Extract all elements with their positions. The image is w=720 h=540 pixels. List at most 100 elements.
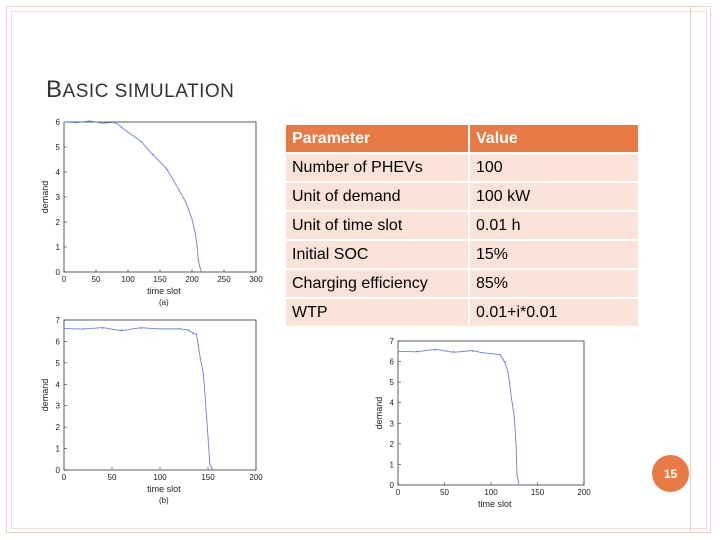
x-tick-label: 150: [531, 488, 545, 497]
slide-title-rest: ASIC SIMULATION: [62, 81, 235, 102]
x-tick-label: 100: [153, 473, 167, 482]
param-value: 100 kW: [470, 183, 638, 210]
param-value: 0.01 h: [470, 212, 638, 239]
data-point: [178, 327, 180, 330]
data-point: [471, 350, 473, 352]
table-header-row: Parameter Value: [286, 125, 638, 152]
data-point: [121, 329, 123, 331]
data-point: [481, 351, 483, 353]
slide-border-outer: [6, 6, 711, 533]
demand-series-line: [63, 327, 214, 471]
data-point: [504, 360, 506, 363]
data-point: [453, 350, 455, 352]
x-tick-label: 0: [62, 275, 67, 284]
data-point: [140, 141, 142, 143]
data-point: [89, 121, 91, 123]
y-tick-label: 4: [390, 399, 395, 408]
param-name: WTP: [286, 299, 470, 326]
data-point: [434, 349, 436, 351]
y-tick-label: 3: [56, 193, 61, 202]
data-point: [212, 469, 214, 471]
data-point: [114, 122, 116, 124]
data-point: [159, 327, 161, 330]
param-value: 0.01+i*0.01: [470, 299, 638, 326]
x-tick-label: 250: [217, 275, 231, 284]
data-point: [127, 131, 129, 133]
data-point: [101, 121, 103, 123]
table-row: WTP 0.01+i*0.01: [286, 299, 638, 326]
y-tick-label: 1: [56, 445, 61, 454]
data-point: [513, 416, 515, 418]
data-point: [178, 188, 180, 191]
data-point: [510, 398, 513, 400]
param-name: Unit of demand: [286, 183, 470, 210]
x-tick-label: 200: [249, 473, 263, 482]
data-point: [202, 372, 204, 375]
y-axis-label: demand: [374, 397, 384, 430]
x-tick-label: 0: [62, 473, 67, 482]
y-tick-label: 5: [56, 143, 61, 152]
demand-plot-c: 0 50 100 150 200 0 1 2 3 4 5 6 7 time slot demand: [374, 337, 591, 509]
data-point: [185, 201, 187, 203]
data-point: [191, 218, 193, 221]
x-axis-label: time slot: [147, 484, 181, 494]
y-tick-label: 1: [56, 243, 61, 252]
data-point: [197, 345, 199, 347]
data-point: [199, 266, 201, 268]
param-name: Initial SOC: [286, 241, 470, 268]
plot-frame: [63, 121, 257, 273]
data-point: [82, 327, 84, 330]
data-point: [101, 327, 103, 330]
y-tick-label: 7: [56, 316, 61, 325]
table-row: Charging efficiency 85%: [286, 270, 638, 297]
y-tick-label: 5: [56, 359, 61, 368]
slide-border-inner: [11, 11, 707, 529]
demand-plot-a: 0 50 100 150 200 250 300 0 1 2 3 4 5 6 time slot demand…: [40, 118, 263, 307]
x-tick-label: 100: [484, 488, 498, 497]
y-tick-label: 0: [56, 466, 61, 475]
plot-frame: [397, 340, 585, 486]
x-tick-label: 300: [249, 275, 263, 284]
x-tick-label: 150: [153, 275, 167, 284]
data-point: [197, 258, 199, 261]
y-tick-label: 4: [56, 168, 61, 177]
x-tick-label: 150: [201, 473, 215, 482]
y-tick-label: 4: [56, 380, 61, 389]
y-tick-label: 2: [56, 218, 61, 227]
data-point: [63, 327, 65, 330]
x-axis-label: time slot: [147, 286, 181, 296]
param-name: Charging efficiency: [286, 270, 470, 297]
x-tick-label: 100: [121, 275, 135, 284]
y-tick-label: 6: [56, 337, 61, 346]
header-value: Value: [470, 125, 638, 152]
data-point: [499, 354, 501, 356]
data-point: [397, 350, 399, 352]
plot-frame: [63, 319, 257, 471]
data-point: [76, 121, 78, 123]
y-axis-label: demand: [40, 181, 50, 214]
param-value: 15%: [470, 241, 638, 268]
data-point: [165, 168, 167, 171]
data-point: [490, 352, 492, 354]
x-tick-label: 0: [396, 488, 401, 497]
data-point: [199, 357, 201, 360]
y-tick-label: 2: [390, 440, 395, 449]
data-point: [153, 153, 155, 156]
x-axis-label: time slot: [478, 499, 512, 509]
data-point: [515, 443, 517, 445]
y-tick-label: 3: [56, 402, 61, 411]
x-tick-label: 200: [577, 488, 591, 497]
slide-right-rule: [690, 6, 691, 533]
y-tick-label: 2: [56, 423, 61, 432]
slide-title-initial: B: [46, 76, 63, 103]
y-tick-label: 6: [56, 118, 61, 127]
data-point: [140, 327, 142, 330]
table-row: Unit of demand 100 kW: [286, 183, 638, 210]
data-point: [416, 350, 418, 352]
data-point: [196, 246, 198, 248]
page-number-badge: 15: [652, 455, 689, 492]
data-point: [516, 474, 518, 476]
y-tick-label: 7: [390, 337, 395, 346]
data-point: [518, 484, 520, 486]
data-point: [63, 121, 65, 123]
